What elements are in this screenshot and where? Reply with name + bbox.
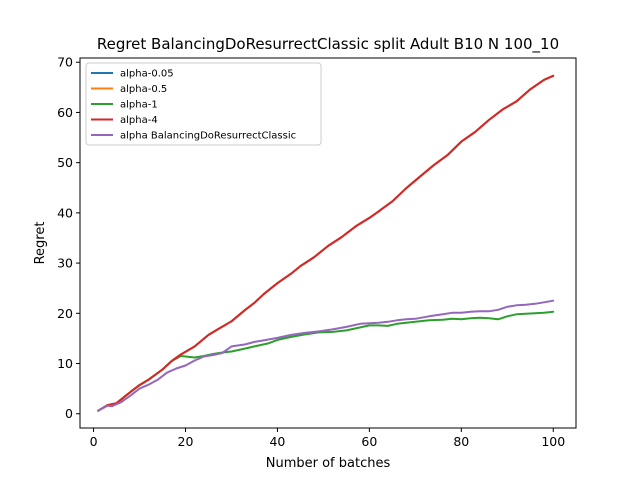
x-tick-label: 100 [541, 434, 565, 449]
legend: alpha-0.05 alpha-0.5 alpha-1 alpha-4 alpha B… [85, 62, 322, 146]
x-tick-label: 0 [90, 434, 98, 449]
legend-entry-label: alpha-4 [120, 115, 158, 126]
y-axis-label: Regret [33, 222, 48, 265]
y-tick-label: 10 [57, 356, 73, 371]
y-tick-label: 20 [57, 306, 73, 321]
series-line-alpha-4 [97, 74, 555, 412]
x-tick-label: 40 [269, 434, 285, 449]
legend-entry-label: alpha-1 [120, 100, 158, 111]
y-tick-label: 40 [57, 205, 73, 220]
legend-entry-label: alpha-0.05 [120, 69, 174, 80]
legend-entry-label: alpha BalancingDoResurrectClassic [120, 131, 296, 142]
legend-entry-label: alpha-0.5 [120, 84, 167, 95]
y-tick-label: 60 [57, 105, 73, 120]
chart-title: Regret BalancingDoResurrectClassic split… [97, 35, 559, 54]
y-axis: 0 10 20 30 40 50 60 70 [57, 55, 80, 421]
plot-area [79, 57, 577, 429]
legend-box [85, 62, 322, 146]
x-tick-label: 80 [453, 434, 469, 449]
y-tick-label: 70 [57, 55, 73, 70]
axes-frame [79, 57, 577, 429]
y-tick-label: 0 [65, 406, 73, 421]
y-tick-label: 50 [57, 155, 73, 170]
x-tick-label: 20 [178, 434, 194, 449]
y-tick-label: 30 [57, 256, 73, 271]
x-axis: 0 20 40 60 80 100 [90, 428, 565, 449]
series-line-alpha-balancingdoresurrectclassic [97, 299, 555, 412]
x-tick-label: 60 [361, 434, 377, 449]
x-axis-label: Number of batches [266, 456, 391, 471]
